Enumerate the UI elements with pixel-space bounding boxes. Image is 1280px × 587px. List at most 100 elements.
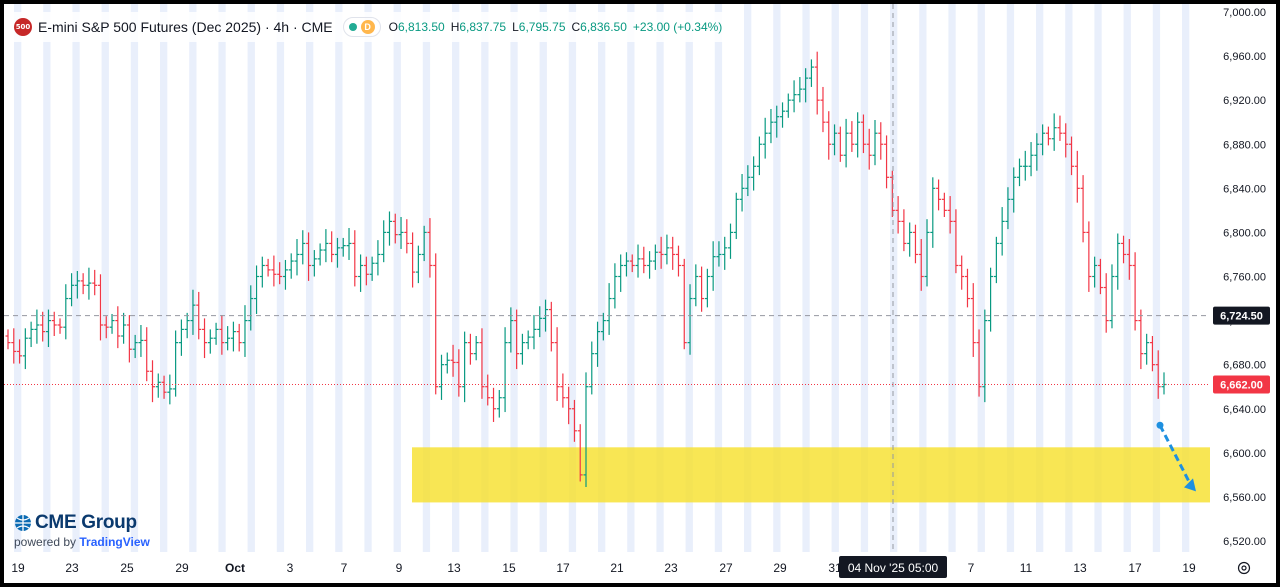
price-bar xyxy=(832,124,838,156)
session-band xyxy=(14,4,22,552)
price-bar xyxy=(40,311,46,342)
session-band xyxy=(656,4,664,552)
chart-title[interactable]: E-mini S&P 500 Futures (Dec 2025) · 4h ·… xyxy=(38,19,333,35)
price-bar xyxy=(780,102,786,128)
price-bar xyxy=(739,174,745,212)
price-bar xyxy=(271,255,277,287)
price-bar xyxy=(144,327,150,382)
session-band xyxy=(860,4,869,552)
price-bar xyxy=(410,232,416,288)
price-bar xyxy=(525,330,531,350)
price-bar xyxy=(756,136,762,176)
price-bar xyxy=(259,256,265,288)
session-band xyxy=(130,4,139,552)
price-bar xyxy=(236,323,242,352)
price-bar xyxy=(415,245,421,284)
last-price-label: 6,662.00 xyxy=(1220,380,1263,392)
x-tick-label: 27 xyxy=(719,561,733,575)
price-bar xyxy=(1017,158,1022,187)
price-bar xyxy=(797,77,803,103)
price-bar xyxy=(456,349,462,397)
symbol-badge[interactable]: 500 xyxy=(14,18,32,36)
price-bar xyxy=(531,315,537,350)
price-bar xyxy=(519,333,525,365)
price-bar xyxy=(820,86,826,133)
price-bar xyxy=(895,196,901,234)
price-bar xyxy=(612,263,618,309)
price-bar xyxy=(17,339,23,364)
price-bar xyxy=(282,259,288,290)
x-axis-ticks: 19232529Oct37913151721232729314711131719 xyxy=(11,561,1196,575)
session-band xyxy=(72,4,80,552)
price-bar xyxy=(1126,239,1132,280)
price-bar xyxy=(306,232,312,281)
price-bar xyxy=(681,258,687,350)
high-value: 6,837.75 xyxy=(459,20,507,34)
price-bar xyxy=(837,126,843,162)
session-band xyxy=(744,4,752,552)
price-bar xyxy=(1138,309,1144,370)
open-value: 6,813.50 xyxy=(397,20,445,34)
price-bar xyxy=(485,374,491,406)
price-bar xyxy=(155,373,161,398)
cme-group-logo[interactable]: CME Group powered by TradingView xyxy=(14,512,150,549)
x-tick-label: 11 xyxy=(1020,561,1033,575)
price-bar xyxy=(589,341,595,395)
x-tick-label: 3 xyxy=(287,561,294,575)
y-tick-label: 6,920.00 xyxy=(1223,95,1266,107)
price-bar xyxy=(907,222,913,257)
price-bar xyxy=(716,241,722,267)
price-bar xyxy=(699,266,705,312)
market-open-icon xyxy=(348,23,357,31)
price-bar xyxy=(444,352,450,374)
settings-icon[interactable] xyxy=(1237,561,1251,575)
price-bar xyxy=(982,309,988,403)
price-bar xyxy=(300,230,306,265)
price-bar xyxy=(675,245,681,277)
price-bar xyxy=(386,211,392,246)
price-bar xyxy=(993,236,999,284)
crosshair-price-label: 6,724.50 xyxy=(1220,311,1263,323)
price-bar xyxy=(202,318,208,359)
price-bar xyxy=(404,219,410,254)
price-bar xyxy=(785,93,791,118)
price-bar xyxy=(473,336,479,361)
projection-arrow xyxy=(1156,421,1196,492)
price-bar xyxy=(964,268,970,308)
price-bar xyxy=(618,254,624,292)
price-bar xyxy=(508,307,514,353)
price-bar xyxy=(970,283,976,357)
session-band xyxy=(247,4,255,552)
session-band xyxy=(948,4,956,552)
session-status[interactable]: D xyxy=(342,17,381,37)
price-bar xyxy=(803,68,809,103)
price-bar xyxy=(265,258,271,277)
price-bar xyxy=(537,306,543,338)
session-band xyxy=(306,4,314,552)
price-bar xyxy=(334,237,340,268)
x-tick-label: 15 xyxy=(502,561,516,575)
price-bar xyxy=(207,329,213,354)
price-bar xyxy=(392,213,398,244)
price-bar xyxy=(340,237,346,257)
price-bar xyxy=(595,321,601,367)
price-bar xyxy=(988,267,994,332)
session-band xyxy=(568,4,577,552)
price-bar xyxy=(230,321,236,352)
y-tick-label: 6,560.00 xyxy=(1223,492,1266,504)
price-bar xyxy=(855,112,861,158)
y-tick-label: 6,760.00 xyxy=(1223,272,1266,284)
x-tick-label: 17 xyxy=(556,561,570,575)
price-bar xyxy=(745,165,751,197)
price-bar xyxy=(462,331,468,403)
price-bars xyxy=(5,51,1167,487)
support-zone xyxy=(412,447,1265,503)
price-bar xyxy=(635,244,641,278)
session-band xyxy=(335,4,343,552)
x-tick-label: 7 xyxy=(341,561,348,575)
price-bar xyxy=(479,328,485,399)
price-bar xyxy=(433,253,439,395)
price-bar xyxy=(941,192,947,217)
price-bar xyxy=(1155,350,1161,399)
